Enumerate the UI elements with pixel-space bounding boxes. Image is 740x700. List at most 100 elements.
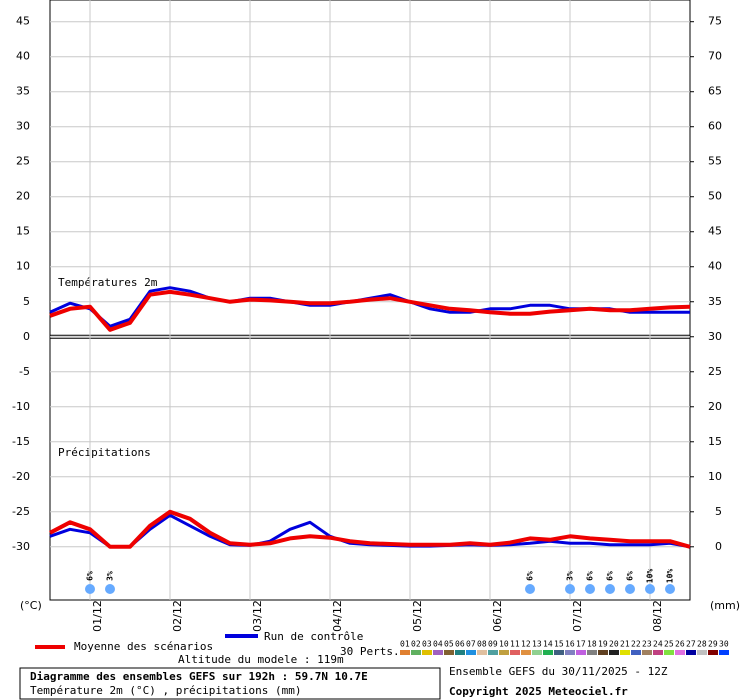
y2-tick-label: 60 (708, 120, 722, 133)
snow-label: 6% (606, 571, 615, 581)
pert-label: 28 (697, 640, 707, 649)
y2-tick-label: 40 (708, 260, 722, 273)
x-tick-label: 08/12 (651, 600, 664, 632)
x-tick-label: 03/12 (251, 600, 264, 632)
y-tick-label: 45 (16, 15, 30, 28)
pert-label: 20 (609, 640, 619, 649)
y-tick-label: -5 (19, 365, 30, 378)
series-line (49, 289, 691, 332)
y-tick-label: 10 (16, 260, 30, 273)
y-tick-label: -25 (12, 505, 30, 518)
pert-swatch (708, 650, 718, 655)
snow-icon (665, 584, 675, 594)
y-tick-label: 20 (16, 190, 30, 203)
copyright: Copyright 2025 Meteociel.fr (449, 685, 628, 698)
y2-tick-label: 35 (708, 295, 722, 308)
pert-swatch (642, 650, 652, 655)
snow-icon (565, 584, 575, 594)
pert-swatch (510, 650, 520, 655)
pert-label: 08 (477, 640, 487, 649)
y-tick-label: 40 (16, 50, 30, 63)
pert-swatch (697, 650, 707, 655)
y2-tick-label: 55 (708, 155, 722, 168)
pert-swatch (675, 650, 685, 655)
pert-label: 22 (631, 640, 641, 649)
pert-label: 01 (400, 640, 410, 649)
pert-swatch (543, 650, 553, 655)
footer-title: Diagramme des ensembles GEFS sur 192h : … (30, 670, 368, 683)
x-tick-label: 07/12 (571, 600, 584, 632)
y2-tick-label: 50 (708, 190, 722, 203)
perts-label: 30 Perts. (340, 645, 400, 658)
y2-tick-label: 70 (708, 50, 722, 63)
snow-label: 10% (646, 569, 655, 584)
y2-tick-label: 5 (715, 505, 722, 518)
legend-label: Moyenne des scénarios (74, 640, 213, 653)
snow-label: 3% (566, 571, 575, 581)
legend-label: Run de contrôle (264, 630, 363, 643)
y2-tick-label: 65 (708, 85, 722, 98)
pert-swatch (565, 650, 575, 655)
pert-label: 03 (422, 640, 432, 649)
pert-swatch (433, 650, 443, 655)
snow-icon (105, 584, 115, 594)
pert-swatch (620, 650, 630, 655)
y-tick-label: -10 (12, 400, 30, 413)
y-tick-label: 30 (16, 120, 30, 133)
pert-label: 07 (466, 640, 476, 649)
snow-label: 6% (626, 571, 635, 581)
pert-swatch (576, 650, 586, 655)
y-tick-label: -15 (12, 435, 30, 448)
pert-label: 26 (675, 640, 685, 649)
pert-swatch (422, 650, 432, 655)
x-tick-label: 04/12 (331, 600, 344, 632)
pert-label: 24 (653, 640, 663, 649)
pert-swatch (477, 650, 487, 655)
y-tick-label: -30 (12, 540, 30, 553)
pert-swatch (554, 650, 564, 655)
series-line (49, 509, 691, 549)
y-tick-label: 25 (16, 155, 30, 168)
y2-tick-label: 75 (708, 15, 722, 28)
temperature-label: Températures 2m (58, 276, 158, 289)
pert-label: 10 (499, 640, 509, 649)
y2-tick-label: 45 (708, 225, 722, 238)
pert-label: 30 (719, 640, 729, 649)
y-tick-label: 35 (16, 85, 30, 98)
pert-swatch (609, 650, 619, 655)
pert-swatch (444, 650, 454, 655)
pert-label: 13 (532, 640, 542, 649)
pert-swatch (587, 650, 597, 655)
pert-label: 15 (554, 640, 564, 649)
snow-icon (645, 584, 655, 594)
pert-label: 05 (444, 640, 454, 649)
pert-swatch (400, 650, 410, 655)
pert-label: 19 (598, 640, 608, 649)
run-info: Ensemble GEFS du 30/11/2025 - 12Z (449, 665, 668, 678)
y2-tick-label: 25 (708, 365, 722, 378)
snow-icon (585, 584, 595, 594)
pert-label: 18 (587, 640, 597, 649)
snow-label: 10% (666, 569, 675, 584)
x-tick-label: 06/12 (491, 600, 504, 632)
x-tick-label: 02/12 (171, 600, 184, 632)
y2-tick-label: 10 (708, 470, 722, 483)
x-tick-label: 01/12 (91, 600, 104, 632)
pert-label: 06 (455, 640, 465, 649)
pert-swatch (411, 650, 421, 655)
pert-swatch (499, 650, 509, 655)
pert-swatch (532, 650, 542, 655)
pert-swatch (488, 650, 498, 655)
pert-swatch (686, 650, 696, 655)
snow-icon (625, 584, 635, 594)
pert-label: 09 (488, 640, 498, 649)
snow-label: 6% (86, 571, 95, 581)
precipitation-label: Précipitations (58, 446, 151, 459)
pert-label: 27 (686, 640, 696, 649)
pert-swatch (719, 650, 729, 655)
pert-label: 14 (543, 640, 553, 649)
y2-unit: (mm) (710, 599, 740, 612)
y-unit: (°C) (20, 599, 42, 612)
pert-label: 12 (521, 640, 531, 649)
pert-label: 21 (620, 640, 630, 649)
